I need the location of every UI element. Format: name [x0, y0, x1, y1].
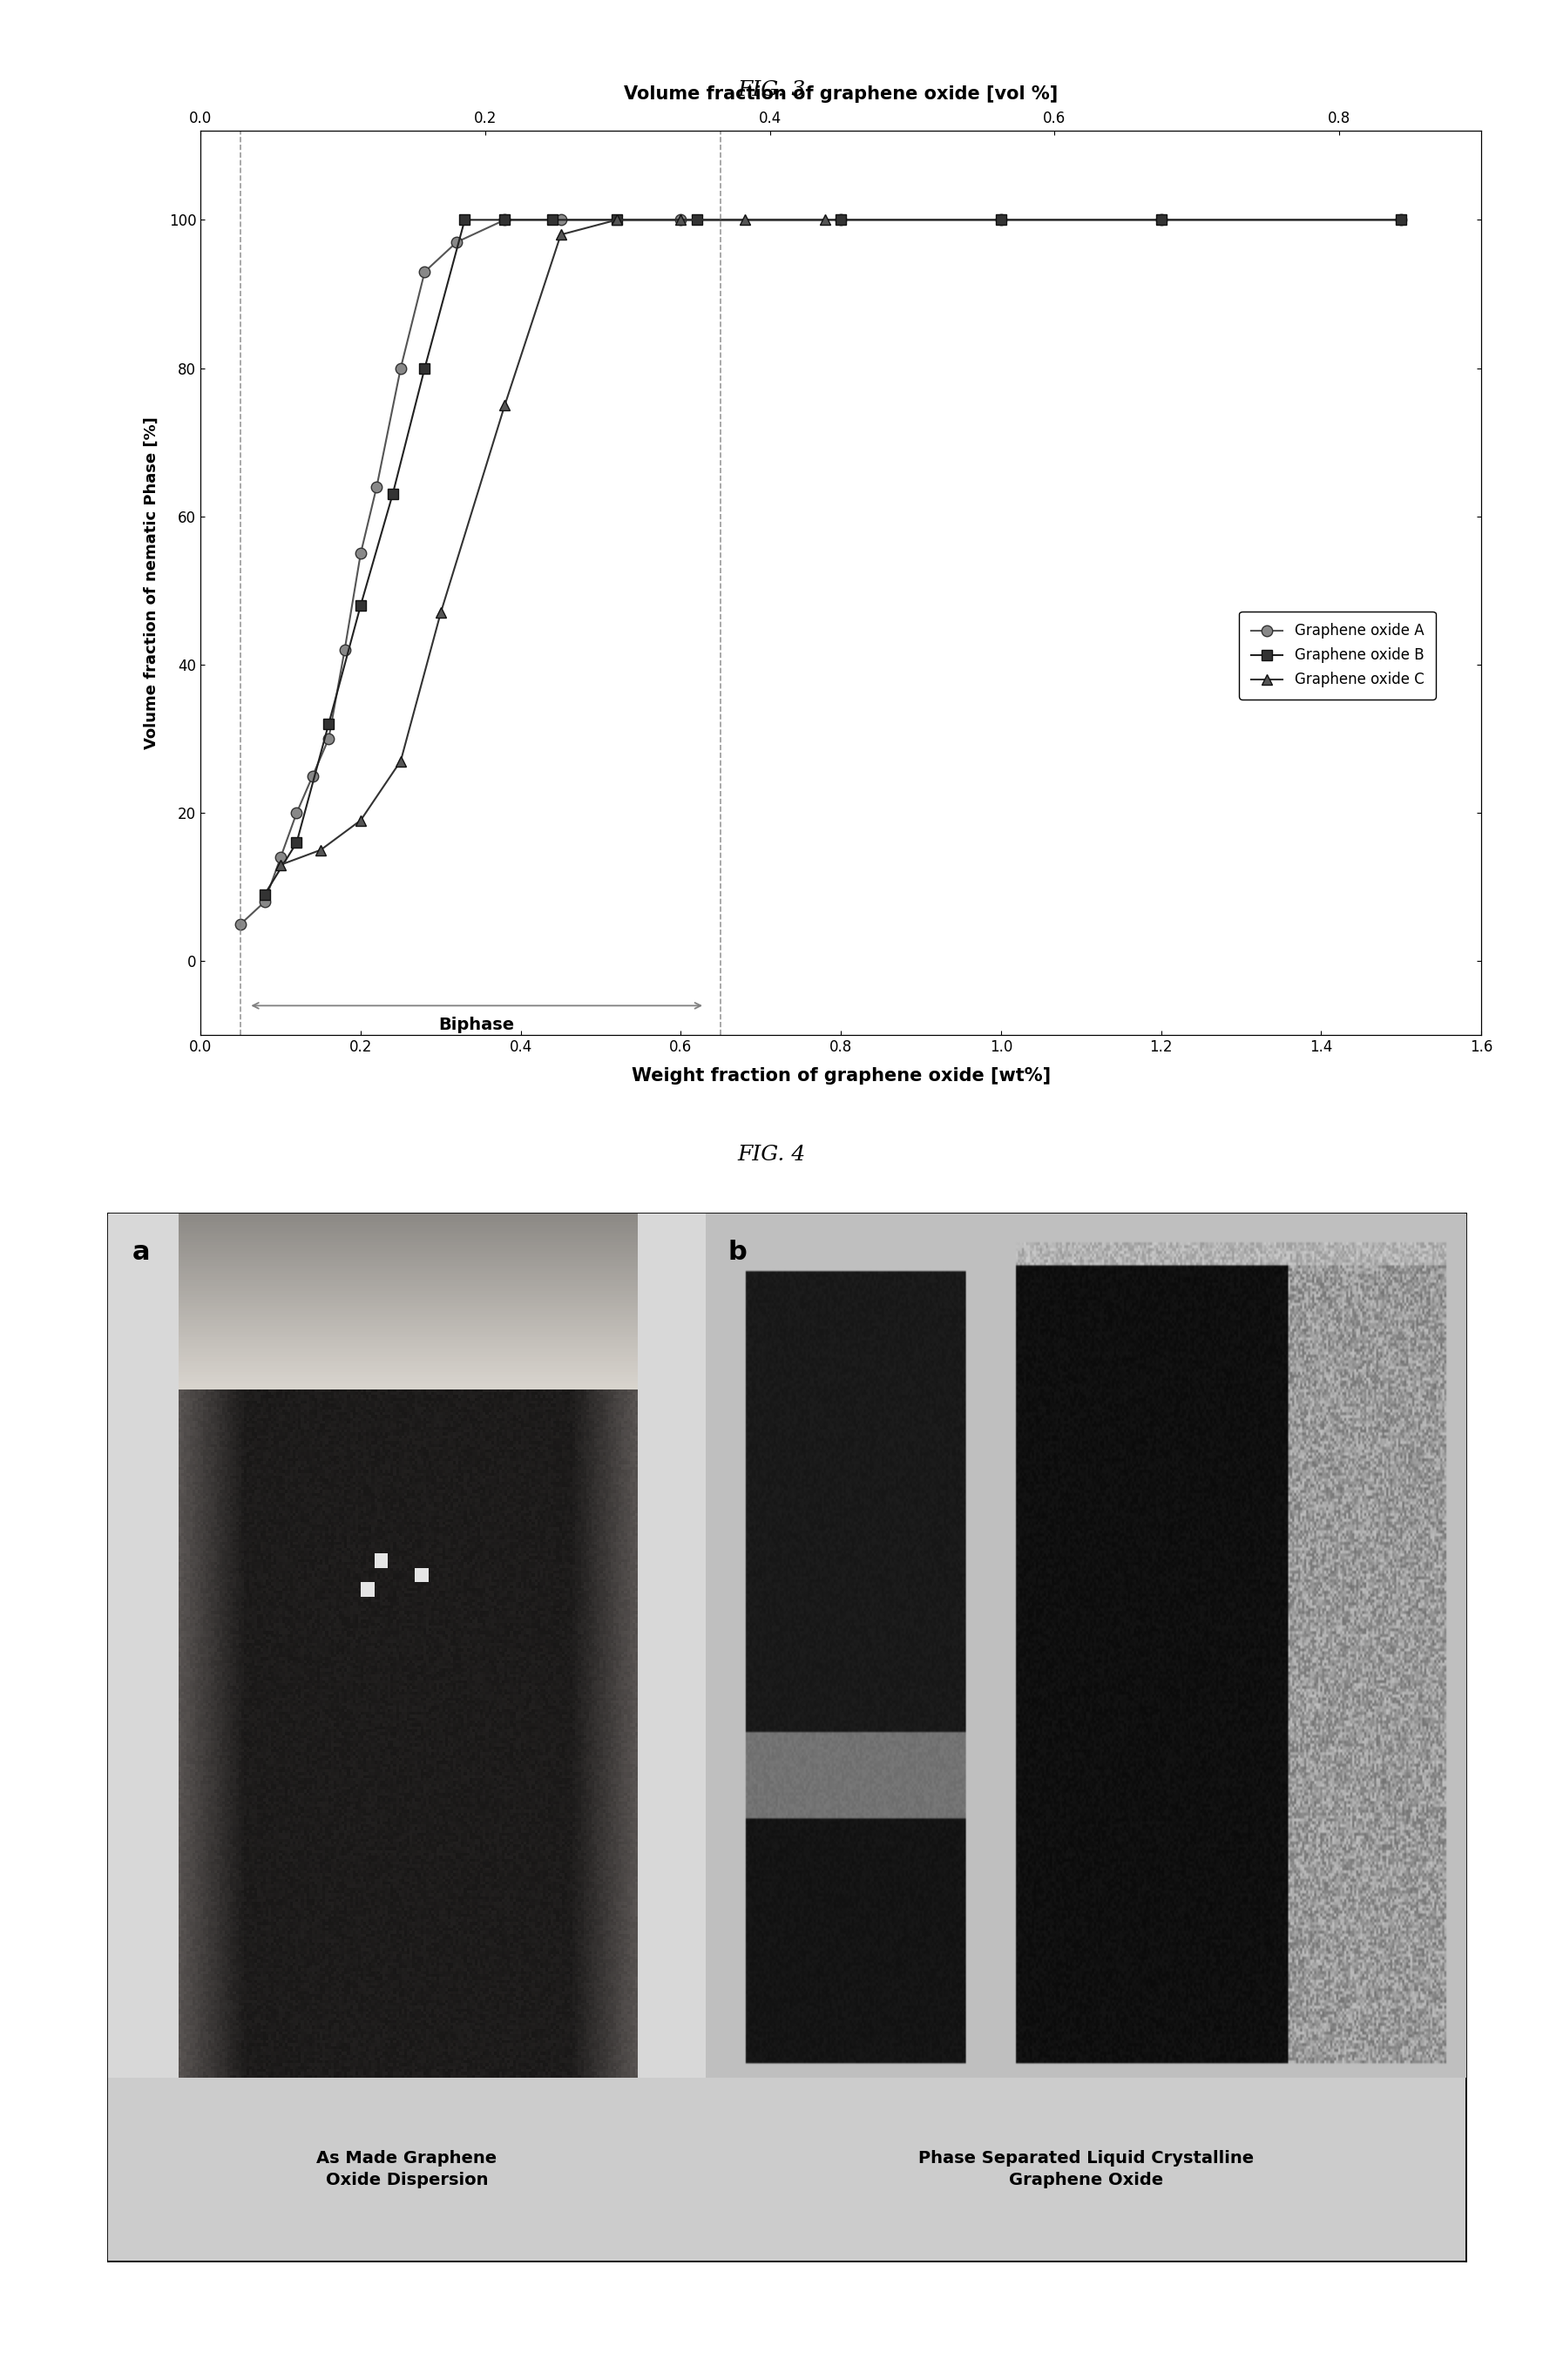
Graphene oxide A — [304, 762, 322, 790]
Graphene oxide A — [1151, 205, 1170, 233]
Graphene oxide C — [551, 221, 569, 250]
Graphene oxide A — [231, 909, 250, 938]
Graphene oxide C — [816, 205, 835, 233]
Graphene oxide A — [495, 205, 514, 233]
Graphene oxide B — [287, 828, 306, 857]
X-axis label: Volume fraction of graphene oxide [vol %]: Volume fraction of graphene oxide [vol %… — [623, 86, 1058, 102]
Graphene oxide C — [736, 205, 755, 233]
Text: a: a — [131, 1240, 150, 1266]
Y-axis label: Volume fraction of nematic Phase [%]: Volume fraction of nematic Phase [%] — [143, 416, 159, 750]
Graphene oxide B — [688, 205, 707, 233]
Graphene oxide C — [392, 747, 410, 776]
Graphene oxide B — [1151, 205, 1170, 233]
Graphene oxide A — [392, 355, 410, 383]
Text: As Made Graphene
Oxide Dispersion: As Made Graphene Oxide Dispersion — [316, 2149, 497, 2190]
Graphene oxide C — [432, 597, 451, 626]
Graphene oxide A — [367, 474, 386, 502]
Graphene oxide B — [319, 709, 338, 738]
Graphene oxide A — [255, 888, 275, 916]
Graphene oxide C — [352, 807, 370, 835]
Line: Graphene oxide A: Graphene oxide A — [235, 214, 1407, 931]
Legend: Graphene oxide A, Graphene oxide B, Graphene oxide C: Graphene oxide A, Graphene oxide B, Grap… — [1239, 612, 1435, 700]
Text: FIG. 4: FIG. 4 — [738, 1145, 805, 1164]
Graphene oxide B — [832, 205, 850, 233]
Graphene oxide A — [992, 205, 1011, 233]
Graphene oxide B — [992, 205, 1011, 233]
Graphene oxide C — [495, 390, 514, 419]
Graphene oxide A — [319, 724, 338, 752]
Graphene oxide B — [352, 590, 370, 619]
Graphene oxide A — [447, 228, 466, 257]
Graphene oxide B — [608, 205, 626, 233]
Graphene oxide B — [415, 355, 434, 383]
Graphene oxide A — [551, 205, 569, 233]
Graphene oxide C — [671, 205, 690, 233]
Text: FIG. 3: FIG. 3 — [738, 81, 805, 100]
Graphene oxide A — [287, 800, 306, 828]
Graphene oxide A — [415, 257, 434, 286]
Graphene oxide C — [608, 205, 626, 233]
Graphene oxide A — [335, 635, 353, 664]
Graphene oxide A — [1392, 205, 1410, 233]
Graphene oxide B — [383, 481, 401, 509]
Graphene oxide B — [255, 881, 275, 909]
Graphene oxide C — [312, 835, 330, 864]
Graphene oxide B — [543, 205, 562, 233]
Text: Biphase: Biphase — [438, 1016, 515, 1033]
Graphene oxide B — [1392, 205, 1410, 233]
Graphene oxide C — [272, 850, 290, 878]
Graphene oxide A — [832, 205, 850, 233]
Graphene oxide A — [671, 205, 690, 233]
X-axis label: Weight fraction of graphene oxide [wt%]: Weight fraction of graphene oxide [wt%] — [631, 1066, 1051, 1085]
Line: Graphene oxide B: Graphene oxide B — [259, 214, 1407, 900]
Graphene oxide A — [272, 843, 290, 871]
Text: Phase Separated Liquid Crystalline
Graphene Oxide: Phase Separated Liquid Crystalline Graph… — [918, 2149, 1253, 2190]
Text: b: b — [728, 1240, 747, 1266]
Graphene oxide B — [495, 205, 514, 233]
Graphene oxide B — [455, 205, 474, 233]
Line: Graphene oxide C: Graphene oxide C — [275, 214, 830, 871]
Graphene oxide A — [352, 540, 370, 569]
